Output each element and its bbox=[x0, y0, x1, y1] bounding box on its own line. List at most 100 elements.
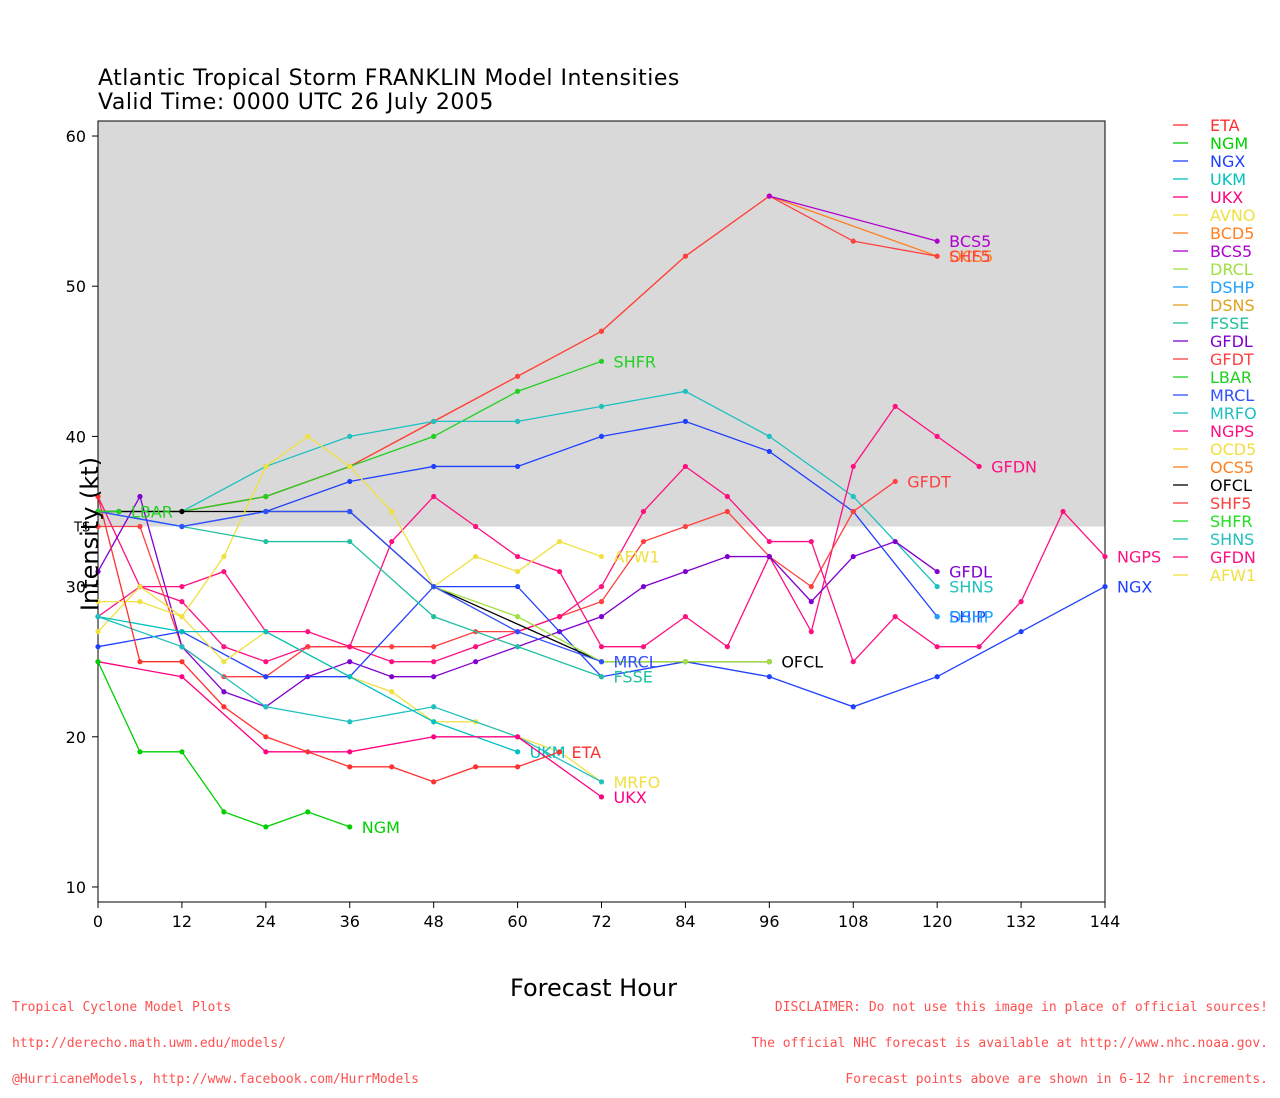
series-line bbox=[433, 585, 770, 663]
series-avno: MRFO bbox=[95, 599, 660, 792]
legend-item-fsse: FSSE bbox=[1173, 314, 1249, 333]
legend-label: SHFR bbox=[1210, 512, 1253, 531]
data-point bbox=[305, 629, 311, 635]
data-point bbox=[598, 553, 605, 560]
x-tick-label: 132 bbox=[1006, 912, 1037, 931]
legend-item-shfr: SHFR bbox=[1173, 512, 1253, 531]
data-point bbox=[389, 644, 395, 650]
x-tick-label: 0 bbox=[93, 912, 103, 931]
data-point bbox=[598, 328, 605, 334]
series-mrfo bbox=[95, 614, 605, 785]
data-point bbox=[389, 508, 395, 515]
data-point bbox=[95, 523, 101, 530]
legend-label: OFCL bbox=[1210, 476, 1252, 495]
data-point bbox=[640, 508, 647, 515]
legend-item-avno: AVNO bbox=[1173, 206, 1255, 225]
y-tick-label: 20 bbox=[66, 728, 86, 747]
series-end-label: SHF5 bbox=[949, 247, 991, 266]
series-line bbox=[98, 480, 896, 678]
legend-item-ngps: NGPS bbox=[1173, 422, 1254, 441]
x-tick-label: 84 bbox=[675, 912, 695, 931]
series-end-label: UKX bbox=[614, 788, 647, 807]
data-point bbox=[347, 463, 353, 470]
data-point bbox=[892, 538, 898, 545]
data-point bbox=[514, 614, 521, 620]
data-point bbox=[1102, 583, 1108, 590]
data-point bbox=[116, 508, 122, 515]
y-tick-label: 40 bbox=[66, 427, 86, 446]
data-point bbox=[598, 794, 605, 800]
series-end-label: OCS5 bbox=[949, 247, 993, 266]
data-point bbox=[473, 659, 479, 665]
legend-label: DSNS bbox=[1210, 296, 1255, 315]
legend-label: UKX bbox=[1210, 188, 1243, 207]
data-point bbox=[95, 599, 101, 605]
data-point bbox=[305, 644, 311, 650]
legend-item-drcl: DRCL bbox=[1173, 260, 1253, 279]
legend-item-ngx: NGX bbox=[1173, 152, 1245, 171]
series-end-label: OFCL bbox=[781, 653, 823, 672]
legend-item-afw1: AFW1 bbox=[1173, 566, 1256, 585]
data-point bbox=[221, 704, 227, 710]
data-point bbox=[682, 659, 689, 665]
data-point bbox=[934, 614, 940, 620]
legend-item-gfdt: GFDT bbox=[1173, 350, 1254, 369]
legend-label: NGM bbox=[1210, 134, 1248, 153]
data-point bbox=[347, 644, 353, 650]
ts-threshold-label: TS bbox=[73, 521, 90, 536]
data-point bbox=[473, 553, 479, 560]
data-point bbox=[431, 644, 437, 650]
data-point bbox=[347, 824, 353, 830]
data-point bbox=[305, 433, 311, 440]
data-point bbox=[263, 493, 269, 500]
data-point bbox=[263, 538, 269, 545]
series-ukm: UKM bbox=[95, 614, 566, 762]
data-point bbox=[179, 629, 185, 635]
data-point bbox=[598, 599, 605, 605]
x-tick-label: 12 bbox=[172, 912, 192, 931]
series-drcl bbox=[431, 583, 772, 665]
series-afw1: AFW1 bbox=[95, 433, 660, 635]
data-point bbox=[598, 779, 605, 785]
data-point bbox=[850, 238, 856, 244]
legend-item-shf5: SHF5 bbox=[1173, 494, 1252, 513]
legend-item-dsns: DSNS bbox=[1173, 296, 1255, 315]
series-end-label: AFW1 bbox=[614, 548, 660, 567]
footer-left-line: @HurricaneModels, http://www.facebook.co… bbox=[12, 1072, 419, 1087]
data-point bbox=[934, 583, 940, 590]
data-point bbox=[473, 523, 479, 530]
data-point bbox=[724, 493, 730, 500]
series-end-label: LBAR bbox=[131, 503, 173, 522]
footer-left-line: http://derecho.math.uwm.edu/models/ bbox=[12, 1036, 286, 1051]
data-point bbox=[95, 493, 101, 500]
legend-item-ngm: NGM bbox=[1173, 134, 1248, 153]
data-point bbox=[598, 403, 605, 409]
legend-label: ETA bbox=[1210, 116, 1240, 135]
data-point bbox=[640, 644, 647, 650]
legend-item-dshp: DSHP bbox=[1173, 278, 1255, 297]
data-point bbox=[976, 644, 982, 650]
data-point bbox=[95, 614, 101, 620]
data-point bbox=[179, 674, 185, 680]
data-point bbox=[808, 583, 814, 590]
legend-label: BCD5 bbox=[1210, 224, 1254, 243]
footer-right-line: Forecast points above are shown in 6-12 … bbox=[845, 1072, 1268, 1087]
data-point bbox=[137, 659, 143, 665]
series-end-label: GFDL bbox=[949, 563, 992, 582]
data-point bbox=[514, 749, 521, 755]
data-point bbox=[431, 719, 437, 725]
axes: 0 12 24 36 48 60 72 84 96 108 120 132 144 10 20 30 40 50 6… bbox=[66, 120, 1120, 931]
legend-item-lbar: LBAR bbox=[1173, 368, 1252, 387]
data-point bbox=[682, 568, 689, 575]
data-point bbox=[934, 433, 940, 440]
data-point bbox=[347, 433, 353, 440]
legend-label: OCD5 bbox=[1210, 440, 1256, 459]
series-fsse: FSSE bbox=[95, 508, 653, 687]
data-point bbox=[221, 644, 227, 650]
series-end-label: MRFO bbox=[614, 773, 661, 792]
series-line bbox=[97, 616, 602, 783]
series-end-label: BCS5 bbox=[949, 232, 991, 251]
data-point bbox=[221, 659, 227, 665]
data-point bbox=[179, 614, 185, 620]
